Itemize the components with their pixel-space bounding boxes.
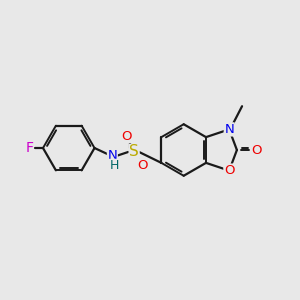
Text: O: O	[224, 164, 234, 177]
Text: N: N	[107, 149, 117, 162]
Text: H: H	[110, 159, 119, 172]
Text: O: O	[121, 130, 131, 142]
Text: O: O	[137, 159, 147, 172]
Text: F: F	[25, 141, 33, 155]
Text: S: S	[129, 145, 139, 160]
Text: O: O	[251, 143, 262, 157]
Text: N: N	[224, 123, 234, 136]
